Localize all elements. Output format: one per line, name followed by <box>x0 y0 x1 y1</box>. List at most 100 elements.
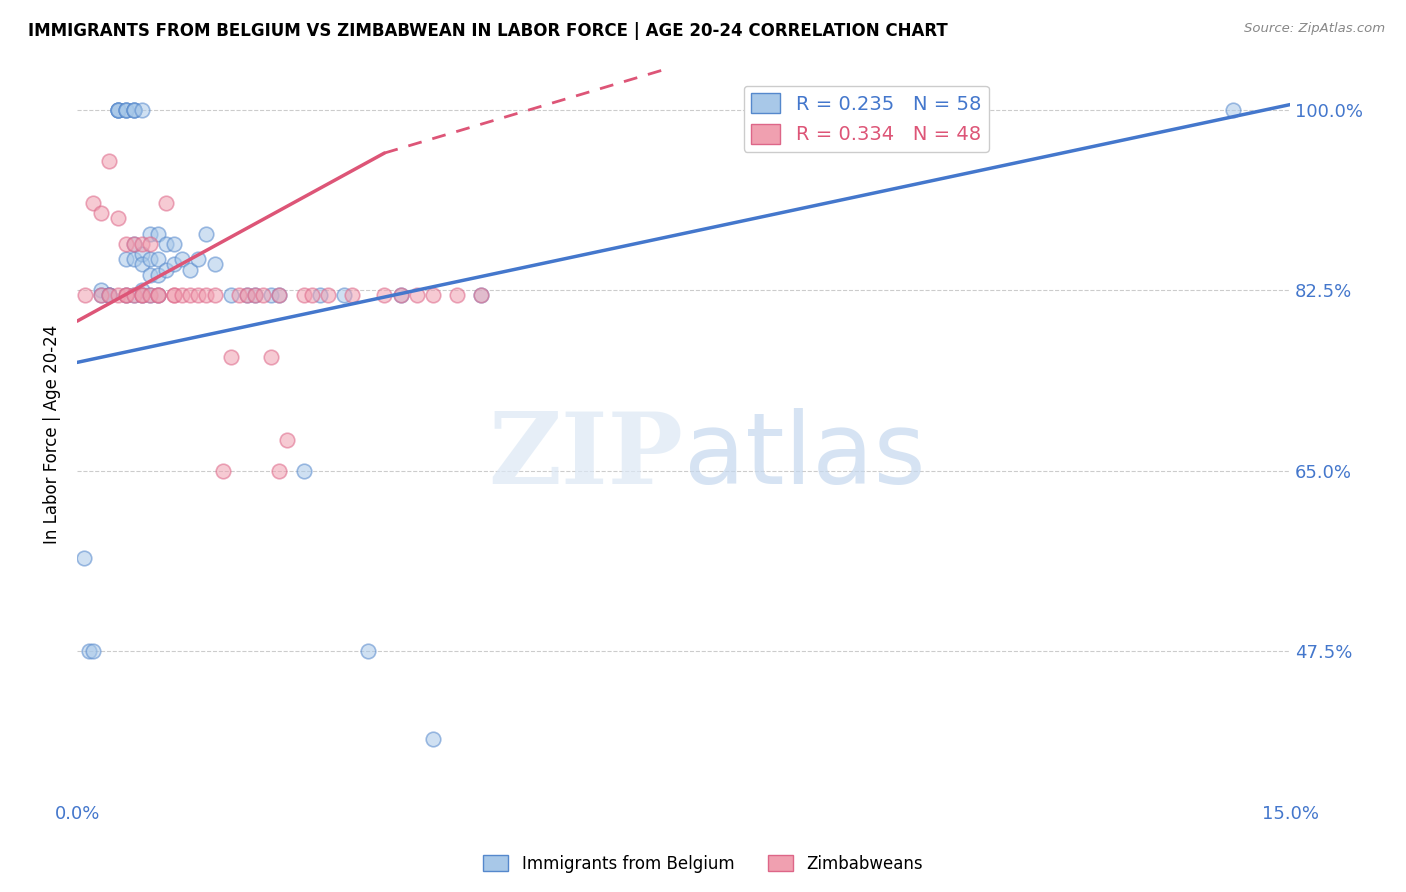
Point <box>316 288 339 302</box>
Point <box>204 257 226 271</box>
Point <box>139 227 162 241</box>
Point <box>114 103 136 117</box>
Point <box>90 288 112 302</box>
Point <box>243 288 266 302</box>
Point <box>146 268 169 282</box>
Point <box>107 211 129 225</box>
Point <box>98 288 121 302</box>
Point <box>179 288 201 302</box>
Point <box>172 252 194 267</box>
Text: atlas: atlas <box>683 408 925 505</box>
Point <box>276 433 298 447</box>
Legend: Immigrants from Belgium, Zimbabweans: Immigrants from Belgium, Zimbabweans <box>477 848 929 880</box>
Point <box>90 288 112 302</box>
Point <box>163 257 186 271</box>
Y-axis label: In Labor Force | Age 20-24: In Labor Force | Age 20-24 <box>44 325 60 544</box>
Text: Source: ZipAtlas.com: Source: ZipAtlas.com <box>1244 22 1385 36</box>
Point <box>122 252 145 267</box>
Point <box>146 288 169 302</box>
Point <box>139 288 162 302</box>
Point <box>146 252 169 267</box>
Point <box>308 288 330 302</box>
Point <box>187 252 209 267</box>
Point <box>146 288 169 302</box>
Point <box>470 288 492 302</box>
Point <box>122 103 145 117</box>
Point <box>114 103 136 117</box>
Point <box>195 288 218 302</box>
Point <box>228 288 250 302</box>
Point <box>357 644 380 658</box>
Point <box>98 154 121 169</box>
Point <box>195 227 218 241</box>
Point <box>292 288 315 302</box>
Point <box>139 288 162 302</box>
Point <box>269 464 291 478</box>
Point <box>139 268 162 282</box>
Point <box>179 262 201 277</box>
Point <box>422 288 444 302</box>
Point <box>107 288 129 302</box>
Text: IMMIGRANTS FROM BELGIUM VS ZIMBABWEAN IN LABOR FORCE | AGE 20-24 CORRELATION CHA: IMMIGRANTS FROM BELGIUM VS ZIMBABWEAN IN… <box>28 22 948 40</box>
Point <box>155 236 177 251</box>
Point <box>422 731 444 746</box>
Point <box>1222 103 1244 117</box>
Point <box>333 288 356 302</box>
Point <box>236 288 259 302</box>
Point <box>405 288 427 302</box>
Point <box>389 288 412 302</box>
Point <box>211 464 233 478</box>
Point <box>187 288 209 302</box>
Point <box>146 227 169 241</box>
Point <box>301 288 323 302</box>
Point <box>219 288 242 302</box>
Point <box>98 288 121 302</box>
Legend: R = 0.235   N = 58, R = 0.334   N = 48: R = 0.235 N = 58, R = 0.334 N = 48 <box>744 86 990 152</box>
Point <box>114 288 136 302</box>
Point <box>122 103 145 117</box>
Point <box>131 247 153 261</box>
Point <box>139 236 162 251</box>
Point <box>146 288 169 302</box>
Point <box>163 288 186 302</box>
Point <box>389 288 412 302</box>
Point <box>114 288 136 302</box>
Point <box>139 252 162 267</box>
Point <box>340 288 363 302</box>
Point <box>131 236 153 251</box>
Point <box>98 288 121 302</box>
Point <box>260 350 283 364</box>
Point <box>131 288 153 302</box>
Text: ZIP: ZIP <box>489 408 683 505</box>
Point <box>252 288 274 302</box>
Point <box>82 195 104 210</box>
Point <box>172 288 194 302</box>
Point <box>163 236 186 251</box>
Point <box>122 103 145 117</box>
Point <box>72 551 94 566</box>
Point <box>260 288 283 302</box>
Point <box>236 288 259 302</box>
Point <box>292 464 315 478</box>
Point <box>269 288 291 302</box>
Point <box>90 206 112 220</box>
Point <box>107 103 129 117</box>
Point <box>243 288 266 302</box>
Point <box>114 236 136 251</box>
Point <box>107 103 129 117</box>
Point <box>269 288 291 302</box>
Point <box>204 288 226 302</box>
Point <box>122 236 145 251</box>
Point <box>131 283 153 297</box>
Point <box>82 644 104 658</box>
Point <box>114 288 136 302</box>
Point <box>122 288 145 302</box>
Point <box>131 257 153 271</box>
Point <box>131 103 153 117</box>
Point <box>122 288 145 302</box>
Point <box>122 236 145 251</box>
Point <box>219 350 242 364</box>
Point <box>131 288 153 302</box>
Point <box>107 103 129 117</box>
Point <box>446 288 468 302</box>
